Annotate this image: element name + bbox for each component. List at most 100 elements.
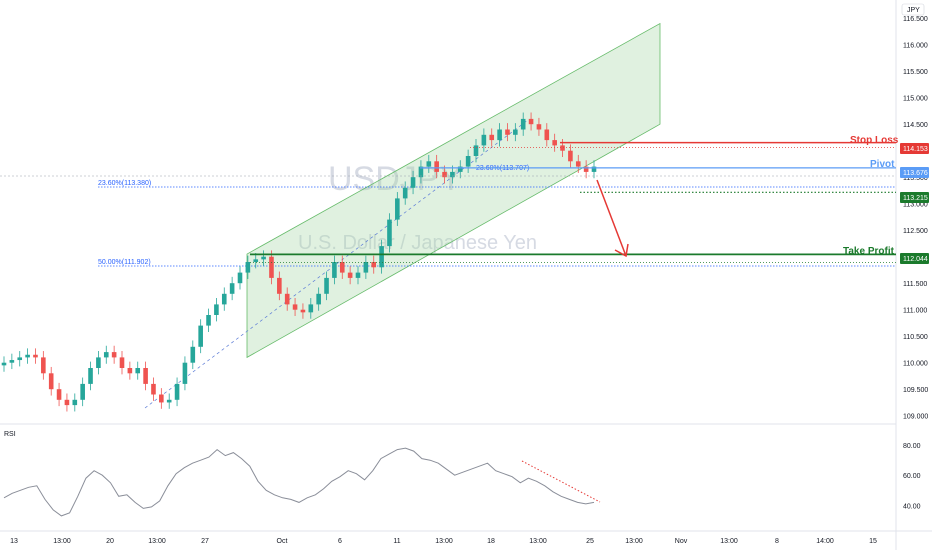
time-tick-label: Nov	[675, 538, 688, 545]
time-tick-label: 13	[10, 538, 18, 545]
time-tick-label: 20	[106, 538, 114, 545]
candle-body	[214, 304, 219, 315]
candle-body	[528, 118, 534, 125]
candle-body	[371, 262, 377, 268]
candle-body	[505, 129, 510, 135]
time-tick-label: 15	[869, 538, 877, 545]
candle-body	[513, 129, 518, 135]
rsi-axis[interactable]: 80.00 60.00 40.00	[903, 443, 921, 510]
candle-body	[198, 325, 203, 347]
candle-body	[229, 283, 235, 294]
candle-body	[544, 129, 550, 141]
candle-body	[583, 166, 589, 172]
candle-body	[410, 177, 416, 188]
candle-body	[387, 219, 392, 247]
candle-body	[221, 293, 227, 305]
price-tick-label: 116.500	[903, 16, 928, 23]
candle-body	[324, 277, 329, 294]
candle-body	[206, 315, 211, 326]
candle-body	[111, 352, 117, 358]
candle-body	[308, 304, 314, 313]
candle-body	[261, 256, 266, 260]
candle-body	[536, 124, 542, 130]
candle-body	[316, 293, 321, 305]
candle-body	[190, 346, 196, 363]
candle-body	[450, 171, 455, 178]
projection-arrowhead	[614, 243, 629, 258]
time-tick-label: 13:00	[720, 538, 738, 545]
candle-body	[575, 161, 581, 167]
currency-label: JPY	[907, 7, 920, 14]
stop-loss-label: Stop Loss	[850, 135, 899, 146]
candle-body	[56, 389, 62, 400]
price-tick-label: 113.000	[903, 202, 928, 209]
stop-loss-badge: 114.153	[900, 143, 929, 154]
price-tick-label: 115.000	[903, 96, 928, 103]
price-tick-label: 113.500	[903, 175, 928, 182]
candle-body	[481, 134, 487, 146]
time-tick-label: 6	[338, 538, 342, 545]
candle-body	[245, 262, 251, 273]
time-tick-label: 13:00	[529, 538, 547, 545]
candle-body	[395, 198, 400, 220]
support-badge: 113.215	[900, 192, 929, 203]
candle-body	[159, 394, 164, 403]
time-tick-label: 13:00	[435, 538, 453, 545]
time-tick-label: 13:00	[148, 538, 166, 545]
price-tick-label: 111.500	[903, 281, 927, 288]
time-tick-label: 13:00	[53, 538, 71, 545]
candle-body	[332, 262, 337, 278]
candle-body	[426, 161, 432, 167]
candle-body	[591, 166, 597, 172]
price-tick-label: 115.500	[903, 69, 928, 76]
candle-body	[355, 272, 361, 278]
trend-connector	[144, 119, 529, 409]
time-tick-label: 25	[586, 538, 594, 545]
pivot-value: 113.676	[903, 170, 928, 177]
candle-body	[1, 362, 7, 366]
candle-body	[457, 166, 463, 172]
time-axis[interactable]: 13 13:00 20 13:00 27 Oct 6 11 13:00 18 13:00 25 13:0…	[10, 538, 877, 545]
fib-23-right-label: 23.60%(113.707)	[476, 165, 529, 172]
candle-body	[33, 354, 38, 358]
time-tick-label: 18	[487, 538, 495, 545]
candle-body	[568, 150, 573, 162]
time-tick-label: 11	[393, 538, 400, 545]
candle-body	[253, 259, 259, 262]
candle-body	[552, 140, 557, 146]
price-tick-label: 110.000	[903, 361, 928, 368]
time-tick-label: 27	[201, 538, 209, 545]
candle-body	[119, 357, 125, 368]
candle-body	[560, 145, 565, 151]
candle-body	[127, 368, 133, 374]
candle-body	[151, 383, 156, 395]
candle-body	[379, 246, 384, 268]
candle-body	[143, 368, 148, 384]
candle-body	[363, 262, 369, 273]
candle-body	[339, 262, 345, 273]
fib-23-left-label: 23.60%(113.380)	[98, 180, 151, 187]
candle-body	[442, 171, 447, 178]
take-profit-label: Take Profit	[843, 246, 895, 257]
candle-body	[17, 357, 23, 361]
fib-50-left-label: 50.00%(111.902)	[98, 259, 151, 266]
currency-badge[interactable]	[901, 3, 925, 16]
candle-body	[41, 357, 46, 374]
pivot-label: Pivot	[870, 159, 895, 170]
price-tick-label: 112.500	[903, 228, 928, 235]
candle-body	[103, 352, 109, 358]
candle-body	[182, 362, 188, 384]
rsi-label: RSI	[4, 431, 16, 438]
candle-body	[166, 399, 172, 403]
candle-body	[402, 187, 408, 199]
time-tick-label: Oct	[277, 538, 288, 545]
candle-body	[96, 357, 101, 368]
candle-body	[277, 277, 282, 294]
candle-body	[520, 118, 526, 130]
price-tick-label: 116.000	[903, 43, 928, 50]
rsi-tick-label: 80.00	[903, 443, 921, 450]
projection-arrow	[596, 179, 627, 257]
candle-body	[80, 383, 85, 400]
